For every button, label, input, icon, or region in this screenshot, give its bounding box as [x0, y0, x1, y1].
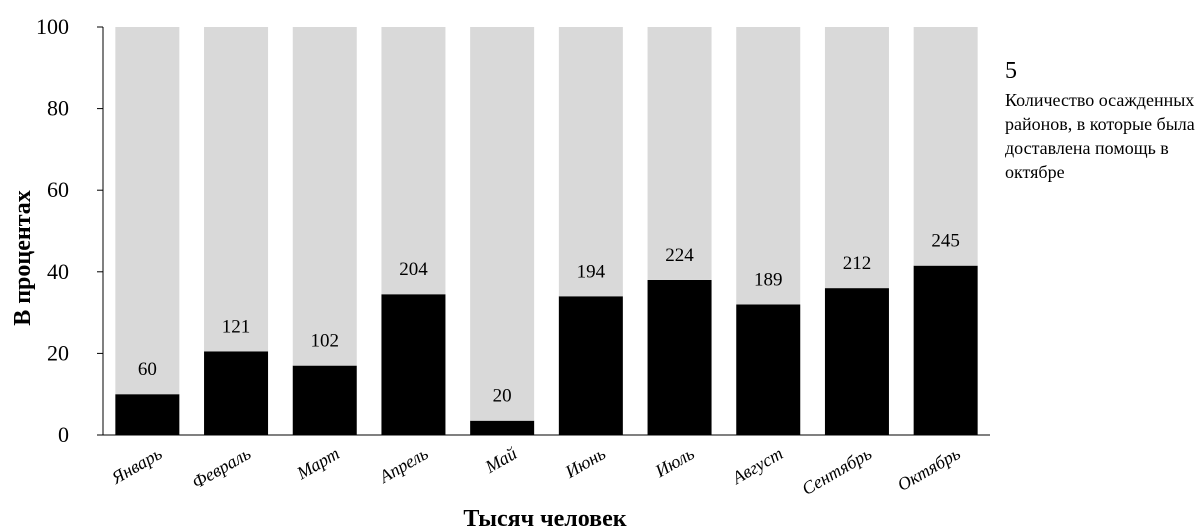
- bar-segment-light: [736, 27, 801, 305]
- category-label: Апрель: [375, 443, 431, 487]
- y-tick-label: 100: [36, 14, 69, 39]
- y-tick-label: 0: [58, 422, 69, 447]
- annotation-text: Количество осажденных районов, в которые…: [1005, 90, 1195, 182]
- bar-segment-dark: [381, 294, 446, 435]
- annotation-number: 5: [1005, 58, 1017, 84]
- category-label: Сентябрь: [798, 443, 875, 499]
- category-label: Июнь: [561, 443, 609, 482]
- category-label: Октябрь: [894, 443, 964, 495]
- category-labels: Январь Февраль Март Апрель Май Июнь Июль Август…: [107, 443, 963, 499]
- data-label: 189: [754, 269, 783, 290]
- bar-segment-light: [381, 27, 446, 295]
- bar-segment-dark: [913, 265, 978, 435]
- data-labels: 60 121 102 204 20 194 224 189 212 245: [138, 231, 960, 407]
- bars: [115, 27, 978, 435]
- bar-segment-light: [913, 27, 978, 266]
- bar-segment-dark: [204, 351, 269, 435]
- data-label: 121: [222, 316, 251, 337]
- data-label: 245: [931, 231, 960, 252]
- category-label: Июль: [651, 443, 698, 481]
- data-label: 212: [843, 253, 872, 274]
- bar-segment-light: [824, 27, 889, 289]
- bar-segment-dark: [824, 288, 889, 435]
- bar-segment-dark: [736, 304, 801, 435]
- side-annotation: 5 Количество осажденных районов, в котор…: [1005, 58, 1197, 184]
- category-label: Февраль: [188, 443, 254, 492]
- bar-segment-light: [647, 27, 712, 280]
- y-tick-label: 20: [47, 340, 69, 365]
- bar-segment-light: [558, 27, 623, 297]
- y-tick-label: 80: [47, 96, 69, 121]
- x-axis-title: Тысяч человек: [463, 506, 626, 529]
- bar-segment-dark: [470, 420, 535, 435]
- bar-segment-light: [115, 27, 180, 395]
- data-label: 194: [577, 261, 606, 282]
- data-label: 204: [399, 259, 428, 280]
- bar-segment-dark: [647, 279, 712, 435]
- data-label: 102: [311, 331, 340, 352]
- data-label: 60: [138, 359, 157, 380]
- y-tick-label: 60: [47, 177, 69, 202]
- category-label: Май: [481, 443, 520, 477]
- category-label: Август: [728, 443, 786, 488]
- y-tick-label: 40: [47, 259, 69, 284]
- bar-segment-light: [292, 27, 357, 366]
- bar-segment-dark: [292, 365, 357, 435]
- data-label: 224: [665, 245, 694, 266]
- category-label: Январь: [107, 443, 165, 488]
- bar-segment-light: [470, 27, 535, 421]
- bar-segment-light: [204, 27, 269, 352]
- category-label: Март: [292, 443, 342, 484]
- bar-segment-dark: [558, 296, 623, 435]
- bar-segment-dark: [115, 394, 180, 435]
- y-axis-title: В процентах: [10, 190, 36, 326]
- data-label: 20: [493, 386, 512, 407]
